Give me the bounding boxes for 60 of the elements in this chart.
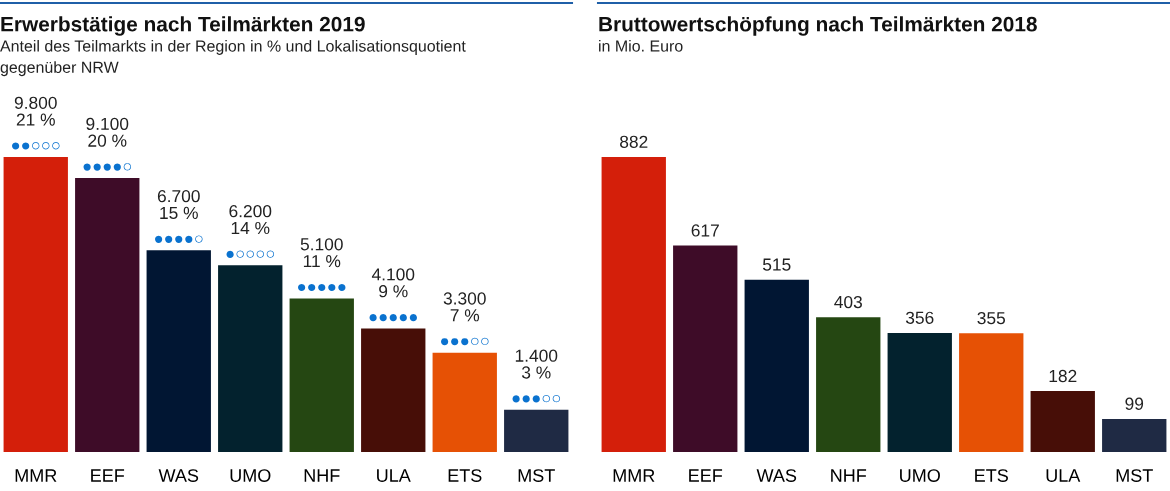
data-label: 356: [905, 311, 934, 324]
data-label: 617: [691, 224, 719, 237]
x-tick-label: NHF: [304, 469, 340, 482]
data-label: 6.200 14 %: [229, 205, 272, 235]
bar: [146, 250, 211, 452]
bar: [3, 156, 68, 452]
annotation: ●●○○○: [12, 142, 60, 150]
data-label: 3.300 7 %: [443, 292, 486, 322]
x-tick-label: ETS: [448, 469, 482, 482]
chart-title: Erwerbstätige nach Teilmärkten 2019: [1, 16, 365, 36]
x-tick-label: MST: [518, 469, 555, 482]
data-label: 4.100 9 %: [371, 268, 415, 298]
bar: [601, 156, 666, 452]
annotation: ●●●○○: [512, 394, 561, 403]
bar: [673, 245, 738, 452]
bar: [218, 265, 283, 452]
data-label: 403: [834, 295, 862, 309]
chart-title: Bruttowertschöpfung nach Teilmärkten 2018: [599, 16, 1037, 36]
bar: [75, 178, 140, 452]
x-tick-label: EEF: [91, 469, 125, 482]
data-label: 9.100 20 %: [86, 117, 129, 147]
bar: [361, 328, 426, 452]
data-label: 355: [977, 311, 1006, 325]
data-label: 515: [762, 258, 791, 271]
x-tick-label: UMO: [230, 469, 271, 482]
x-tick-label: MMR: [613, 469, 655, 482]
annotation: ●●●●●: [369, 314, 417, 322]
bar: [959, 333, 1024, 452]
data-label: 99: [1125, 397, 1144, 410]
data-label: 9.800 21 %: [14, 96, 57, 126]
annotation: ●○○○○: [226, 250, 275, 258]
bar: [1030, 391, 1095, 452]
bar: [432, 352, 497, 452]
x-tick-label: UMO: [900, 469, 940, 482]
data-label: 1.400 3 %: [515, 349, 558, 379]
x-tick-label: ULA: [377, 469, 411, 482]
x-tick-label: ETS: [975, 469, 1008, 482]
bar: [744, 279, 809, 452]
x-tick-label: NHF: [831, 469, 867, 482]
x-tick-label: WAS: [158, 469, 199, 482]
bar: [1102, 418, 1167, 452]
bar: [887, 332, 952, 452]
bar: [504, 409, 569, 452]
data-label: 6.700 15 %: [157, 189, 200, 220]
bar: [289, 298, 354, 452]
chart-subtitle: Anteil des Teilmarkts in der Region in % und Lokalisationsquotient gegenüber NRW: [0, 40, 466, 77]
x-tick-label: WAS: [756, 469, 797, 482]
annotation: ●●●○○: [441, 337, 489, 346]
data-label: 182: [1049, 369, 1077, 383]
chart-subtitle: in Mio. Euro: [599, 40, 683, 52]
data-label: 882: [620, 135, 648, 148]
x-tick-label: ULA: [1046, 469, 1081, 482]
x-tick-label: MST: [1116, 469, 1153, 482]
x-tick-label: MMR: [15, 469, 57, 482]
x-tick-label: EEF: [689, 469, 723, 482]
annotation: ●●●●●: [298, 283, 346, 292]
bar: [816, 317, 881, 452]
annotation: ●●●●○: [83, 163, 132, 171]
data-label: 5.100 11 %: [300, 238, 343, 268]
annotation: ●●●●○: [155, 235, 203, 243]
